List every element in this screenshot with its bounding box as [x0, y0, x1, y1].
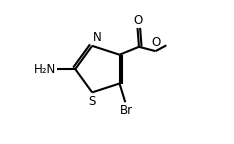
Text: O: O — [151, 36, 160, 49]
Text: N: N — [93, 31, 102, 44]
Text: S: S — [88, 95, 96, 108]
Text: O: O — [134, 14, 143, 27]
Text: H₂N: H₂N — [33, 63, 56, 76]
Text: Br: Br — [119, 104, 133, 117]
